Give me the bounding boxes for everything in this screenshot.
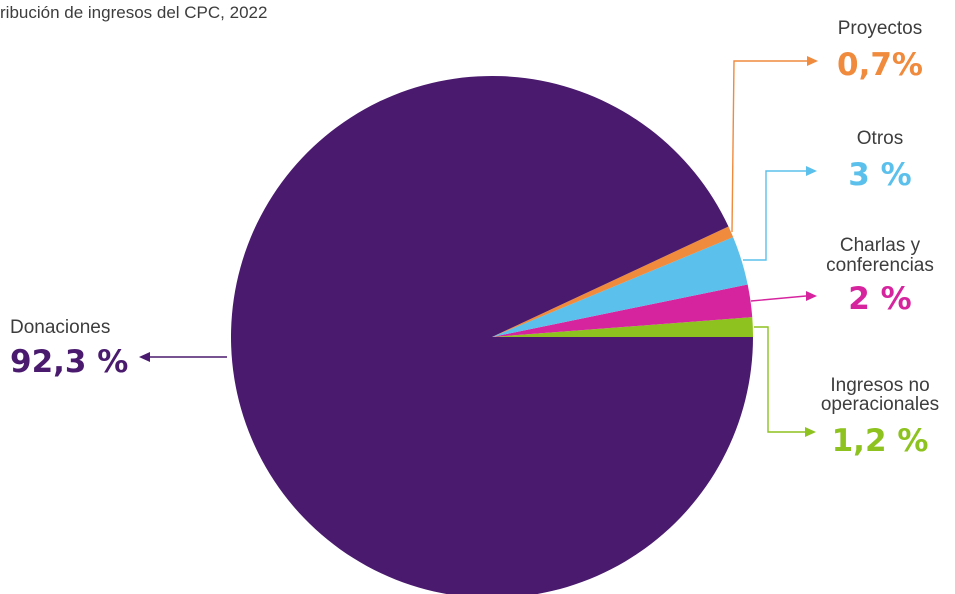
pie-slice-ingresos-no-operacionales bbox=[492, 317, 753, 337]
leader-lines bbox=[139, 56, 818, 437]
label-otros-value: 3 % bbox=[848, 157, 911, 193]
pie-slice-proyectos bbox=[492, 226, 734, 337]
label-ingresos-no-operacionales-category-line-2: operacionales bbox=[821, 394, 939, 415]
leader-proyectos-line bbox=[731, 60, 807, 233]
leader-otros-arrow bbox=[806, 166, 817, 176]
label-ingresos-no-operacionales-category-line-1: Ingresos no bbox=[830, 375, 929, 396]
label-donaciones-category: Donaciones bbox=[10, 317, 110, 338]
leader-donaciones-arrow bbox=[139, 352, 150, 362]
label-otros-category: Otros bbox=[857, 128, 903, 149]
chart-title: ribución de ingresos del CPC, 2022 bbox=[0, 3, 267, 22]
leader-ingresos-no-operacionales-line bbox=[754, 326, 805, 433]
label-proyectos-category: Proyectos bbox=[838, 18, 922, 39]
leader-charlas-y-conferencias-line bbox=[750, 295, 807, 302]
label-ingresos-no-operacionales-value: 1,2 % bbox=[832, 423, 929, 459]
label-proyectos-value: 0,7% bbox=[837, 47, 923, 83]
pie-slices bbox=[231, 76, 753, 594]
leader-ingresos-no-operacionales-arrow bbox=[805, 427, 816, 437]
leader-proyectos-arrow bbox=[807, 56, 818, 66]
label-donaciones-value: 92,3 % bbox=[10, 344, 128, 380]
leader-charlas-y-conferencias-arrow bbox=[806, 291, 817, 301]
pie-slice-charlas-y-conferencias bbox=[492, 284, 753, 337]
pie-slice-otros bbox=[492, 237, 748, 337]
pie-slice-donaciones bbox=[231, 76, 753, 594]
label-charlas-y-conferencias-value: 2 % bbox=[848, 281, 911, 317]
label-charlas-y-conferencias-category-line-1: Charlas y bbox=[840, 235, 921, 256]
label-charlas-y-conferencias-category-line-2: conferencias bbox=[826, 255, 934, 276]
leader-otros-line bbox=[743, 170, 806, 261]
